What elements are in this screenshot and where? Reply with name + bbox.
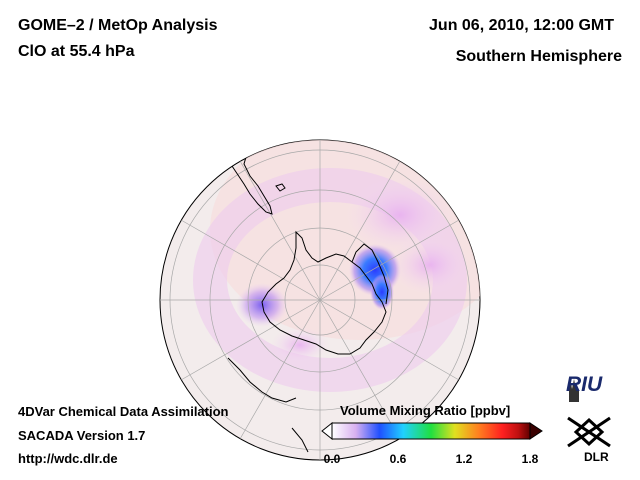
antarctic-peninsula xyxy=(351,243,389,305)
riu-logo: RIU xyxy=(566,373,603,396)
colorbar xyxy=(321,421,543,441)
colorbar-right-arrow xyxy=(529,422,543,440)
antarctica-outline xyxy=(261,230,387,355)
hemisphere-label: Southern Hemisphere xyxy=(455,48,622,65)
colorbar-tick-2: 1.2 xyxy=(455,452,473,466)
riu-cathedral-icon xyxy=(569,379,579,402)
clo-max-tail xyxy=(370,274,394,310)
colorbar-tick-1: 0.6 xyxy=(389,452,407,466)
colorbar-tick-0: 0.0 xyxy=(323,452,341,466)
dlr-logo-text: DLR xyxy=(584,450,609,464)
colorbar-tick-3: 1.8 xyxy=(521,452,539,466)
title-line1: GOME–2 / MetOp Analysis xyxy=(18,17,218,34)
title-line2: ClO at 55.4 hPa xyxy=(18,43,135,60)
meridian-lines xyxy=(160,140,480,460)
colorbar-left-arrow xyxy=(321,421,333,441)
footer-version: SACADA Version 1.7 xyxy=(18,428,146,443)
south-america-outline xyxy=(213,140,273,215)
australia-edge xyxy=(227,357,297,403)
colorbar-gradient xyxy=(331,422,531,440)
clo-south-blob xyxy=(270,327,330,363)
clo-haze-east xyxy=(345,177,455,253)
dlr-emblem-icon xyxy=(567,416,611,448)
footer-assimilation: 4DVar Chemical Data Assimilation xyxy=(18,404,229,419)
africa-edge xyxy=(431,140,471,201)
datetime-label: Jun 06, 2010, 12:00 GMT xyxy=(429,17,614,34)
footer-url: http://wdc.dlr.de xyxy=(18,451,118,466)
new-zealand-edge xyxy=(291,427,309,453)
clo-west-blob xyxy=(236,283,288,327)
clo-haze-southeast xyxy=(390,235,470,295)
colorbar-title: Volume Mixing Ratio [ppbv] xyxy=(340,403,511,418)
falklands-outline xyxy=(275,183,286,192)
